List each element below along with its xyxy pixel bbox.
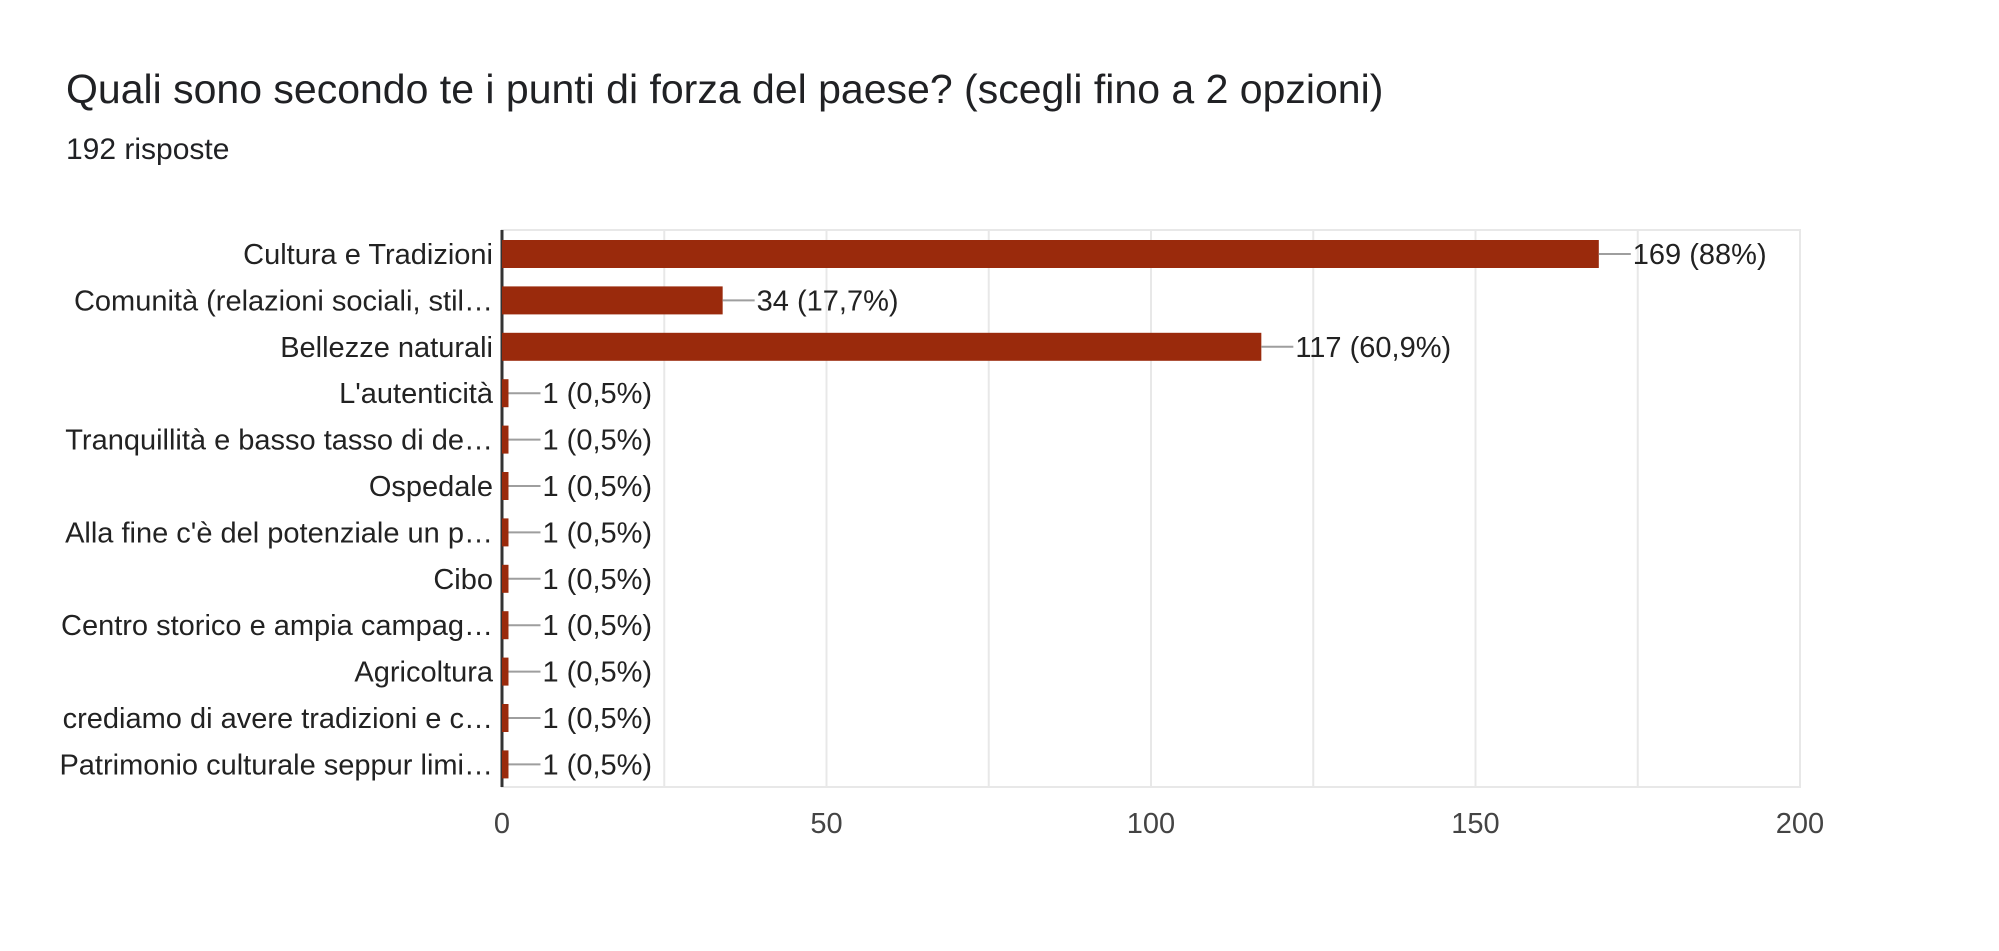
bar: [502, 286, 723, 315]
category-label: L'autenticità: [339, 378, 494, 410]
response-count: 192 risposte: [66, 133, 230, 166]
bar: [502, 425, 509, 454]
value-label: 1 (0,5%): [542, 749, 652, 781]
x-axis-ticks: 0 50 100 150 200: [494, 808, 1824, 840]
bar: [502, 750, 509, 779]
category-label: Agricoltura: [354, 657, 493, 689]
bar: [502, 611, 509, 640]
bar: [502, 332, 1262, 361]
value-label: 117 (60,9%): [1295, 332, 1451, 364]
value-label: 1 (0,5%): [542, 703, 652, 735]
category-label: Cultura e Tradizioni: [243, 239, 493, 271]
bars: [502, 240, 1631, 779]
value-label: 1 (0,5%): [542, 657, 652, 689]
category-label: Tranquillità e basso tasso di de…: [65, 425, 493, 457]
chart-title: Quali sono secondo te i punti di forza d…: [66, 66, 1384, 112]
bar: [502, 657, 509, 686]
category-label: Comunità (relazioni sociali, stil…: [74, 285, 493, 317]
bar: [502, 240, 1599, 268]
x-tick-label: 100: [1127, 808, 1175, 840]
category-label: Alla fine c'è del potenziale un p…: [65, 517, 493, 549]
bar: [502, 472, 509, 500]
grid-lines: [500, 229, 1801, 788]
category-labels: Cultura e Tradizioni Comunità (relazioni …: [59, 239, 493, 781]
category-label: Ospedale: [369, 471, 493, 503]
category-label: Patrimonio culturale seppur limi…: [59, 749, 493, 781]
value-label: 1 (0,5%): [542, 471, 652, 503]
bar: [502, 564, 509, 593]
value-labels: 169 (88%) 34 (17,7%) 117 (60,9%) 1 (0,5%) 1 …: [542, 239, 1766, 781]
category-label: crediamo di avere tradizioni e c…: [63, 703, 493, 735]
x-tick-label: 150: [1451, 808, 1499, 840]
bar: [502, 379, 509, 408]
value-label: 1 (0,5%): [542, 378, 652, 410]
category-label: Centro storico e ampia campag…: [61, 610, 493, 642]
bar: [502, 518, 509, 547]
value-label: 169 (88%): [1633, 239, 1767, 271]
x-tick-label: 200: [1776, 808, 1824, 840]
x-tick-label: 0: [494, 808, 510, 840]
x-tick-label: 50: [810, 808, 842, 840]
category-label: Cibo: [433, 564, 493, 596]
value-label: 1 (0,5%): [542, 517, 652, 549]
category-label: Bellezze naturali: [280, 332, 493, 364]
value-label: 1 (0,5%): [542, 425, 652, 457]
value-label: 1 (0,5%): [542, 564, 652, 596]
bar: [502, 704, 509, 732]
value-label: 1 (0,5%): [542, 610, 652, 642]
value-label: 34 (17,7%): [757, 285, 899, 317]
